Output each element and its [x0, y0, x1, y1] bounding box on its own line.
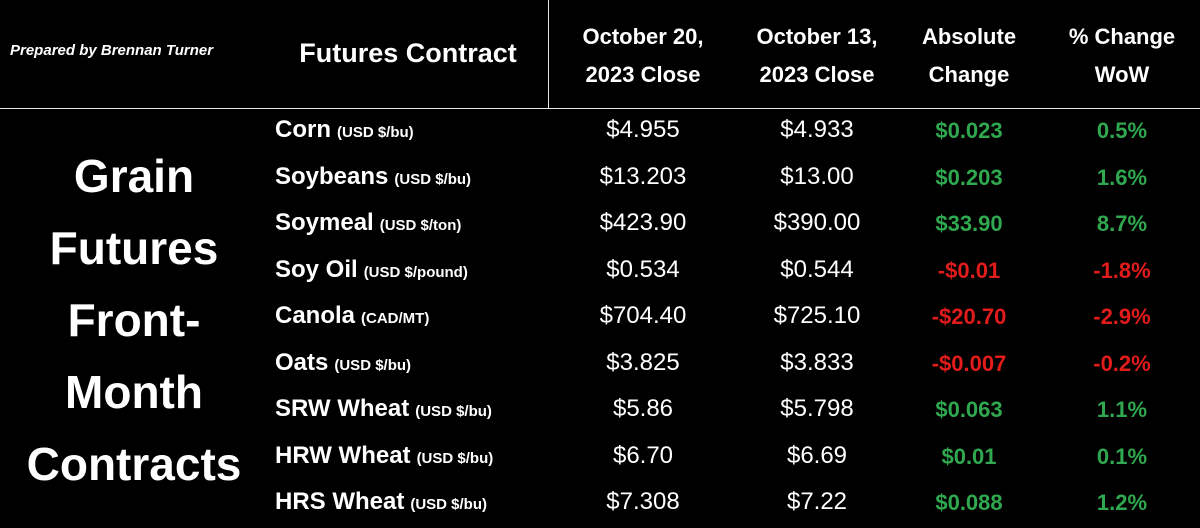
contract-label: Oats: [275, 348, 329, 376]
header-abs-line2: Change: [928, 62, 1010, 87]
header-oct20-line1: October 20,: [582, 24, 704, 49]
table-row: Soymeal (USD $/ton) $423.90 $390.00 $33.90 8.…: [0, 203, 1200, 249]
contract-unit: (USD $/bu): [416, 449, 494, 467]
table-row: SRW Wheat (USD $/bu) $5.86 $5.798 $0.063 1.1%: [0, 389, 1200, 435]
contract-unit: (USD $/bu): [337, 124, 414, 141]
oct20-close-value: $3.825: [606, 348, 680, 376]
oct20-close-value: $423.90: [599, 209, 687, 236]
header-pct-line1: % Change: [1068, 24, 1176, 49]
absolute-change-value: $33.90: [935, 211, 1003, 236]
contract-label: Corn: [275, 116, 331, 143]
table-row: HRS Wheat (USD $/bu) $7.308 $7.22 $0.088 1.2%: [0, 482, 1200, 528]
oct20-close-value: $704.40: [599, 302, 687, 329]
oct13-close-value: $390.00: [773, 209, 861, 236]
table-row: Corn (USD $/bu) $4.955 $4.933 $0.023 0.5%: [0, 110, 1200, 156]
table-row: Soy Oil (USD $/pound) $0.534 $0.544 -$0.01 -1…: [0, 250, 1200, 296]
contract-unit: (USD $/bu): [394, 170, 472, 188]
oct13-close-value: $3.833: [780, 348, 854, 376]
header-oct13-line2: 2023 Close: [759, 62, 875, 87]
contract-unit: (USD $/pound): [363, 263, 468, 281]
header-horizontal-divider: [0, 108, 1200, 109]
contract-unit: (USD $/bu): [410, 496, 488, 513]
absolute-change-value: -$20.70: [931, 304, 1007, 329]
contract-name: SRW Wheat (USD $/bu): [275, 395, 492, 423]
absolute-change-value: $0.203: [935, 164, 1003, 190]
header-oct13-line1: October 13,: [756, 24, 878, 49]
pct-change-value: -2.9%: [1093, 304, 1151, 329]
oct13-close-value: $4.933: [780, 116, 854, 143]
header-oct20-line2: 2023 Close: [585, 62, 701, 87]
oct20-close-value: $5.86: [612, 395, 674, 422]
oct20-close-value: $0.534: [606, 255, 680, 283]
header-absolute-change: Absolute Change: [900, 18, 1038, 94]
table-row: Canola (CAD/MT) $704.40 $725.10 -$20.70 -2.9%: [0, 296, 1200, 342]
table-row: Soybeans (USD $/bu) $13.203 $13.00 $0.203 1.6…: [0, 157, 1200, 203]
oct13-close-value: $6.69: [786, 441, 848, 469]
pct-change-value: 1.6%: [1096, 164, 1148, 190]
contract-label: HRW Wheat: [275, 441, 411, 469]
header-abs-line1: Absolute: [921, 24, 1017, 49]
header-oct13-close: October 13, 2023 Close: [734, 18, 900, 94]
table-row: HRW Wheat (USD $/bu) $6.70 $6.69 $0.01 0.1%: [0, 436, 1200, 482]
contract-name: Canola (CAD/MT): [275, 302, 429, 330]
absolute-change-value: -$0.01: [937, 257, 1001, 283]
contract-name: Soymeal (USD $/ton): [275, 209, 461, 237]
pct-change-value: -0.2%: [1093, 350, 1151, 376]
oct20-close-value: $4.955: [606, 116, 680, 143]
contract-label: Soymeal: [275, 209, 374, 236]
pct-change-value: 0.1%: [1096, 443, 1148, 469]
contract-label: Soy Oil: [275, 255, 358, 283]
author-credit: Prepared by Brennan Turner: [10, 42, 214, 59]
absolute-change-value: $0.023: [935, 118, 1003, 143]
contract-name: HRW Wheat (USD $/bu): [275, 442, 493, 470]
absolute-change-value: $0.063: [935, 397, 1003, 422]
side-title-line4: Month: [65, 366, 203, 418]
contract-unit: (USD $/bu): [415, 403, 492, 420]
contract-name: Soybeans (USD $/bu): [275, 163, 471, 191]
pct-change-value: -1.8%: [1093, 257, 1151, 283]
header-pct-change: % Change WoW: [1048, 18, 1196, 94]
oct20-close-value: $7.308: [606, 488, 680, 515]
oct13-close-value: $725.10: [773, 302, 861, 329]
side-title-line2: Futures: [49, 222, 219, 274]
contract-label: SRW Wheat: [275, 395, 410, 422]
side-title: Grain Futures Front- Month Contracts: [0, 140, 268, 500]
contract-name: Corn (USD $/bu): [275, 116, 414, 144]
contract-name: Oats (USD $/bu): [275, 349, 411, 377]
pct-change-value: 0.5%: [1096, 118, 1148, 143]
absolute-change-value: -$0.007: [931, 350, 1007, 376]
contract-name: Soy Oil (USD $/pound): [275, 256, 468, 284]
oct13-close-value: $5.798: [780, 395, 854, 422]
contract-label: Soybeans: [275, 162, 389, 190]
oct13-close-value: $13.00: [780, 162, 854, 190]
side-title-line5: Contracts: [26, 438, 242, 490]
side-title-line3: Front-: [67, 294, 201, 346]
pct-change-value: 1.2%: [1096, 490, 1148, 515]
contract-label: Canola: [275, 302, 356, 329]
header-vertical-divider: [548, 0, 549, 108]
contract-name: HRS Wheat (USD $/bu): [275, 488, 487, 516]
side-title-line1: Grain: [73, 150, 195, 202]
oct20-close-value: $6.70: [612, 441, 674, 469]
contract-unit: (USD $/bu): [334, 356, 412, 374]
header-oct20-close: October 20, 2023 Close: [560, 18, 726, 94]
oct13-close-value: $0.544: [780, 255, 854, 283]
header-futures-contract: Futures Contract: [299, 38, 517, 68]
pct-change-value: 1.1%: [1096, 397, 1148, 422]
contract-label: HRS Wheat: [275, 488, 405, 515]
absolute-change-value: $0.01: [941, 443, 997, 469]
contract-unit: (CAD/MT): [361, 310, 430, 327]
contract-unit: (USD $/ton): [379, 217, 462, 234]
oct13-close-value: $7.22: [786, 488, 848, 515]
pct-change-value: 8.7%: [1096, 211, 1148, 236]
oct20-close-value: $13.203: [599, 162, 687, 190]
header-pct-line2: WoW: [1094, 62, 1150, 87]
table-row: Oats (USD $/bu) $3.825 $3.833 -$0.007 -0.2%: [0, 343, 1200, 389]
absolute-change-value: $0.088: [935, 490, 1003, 515]
